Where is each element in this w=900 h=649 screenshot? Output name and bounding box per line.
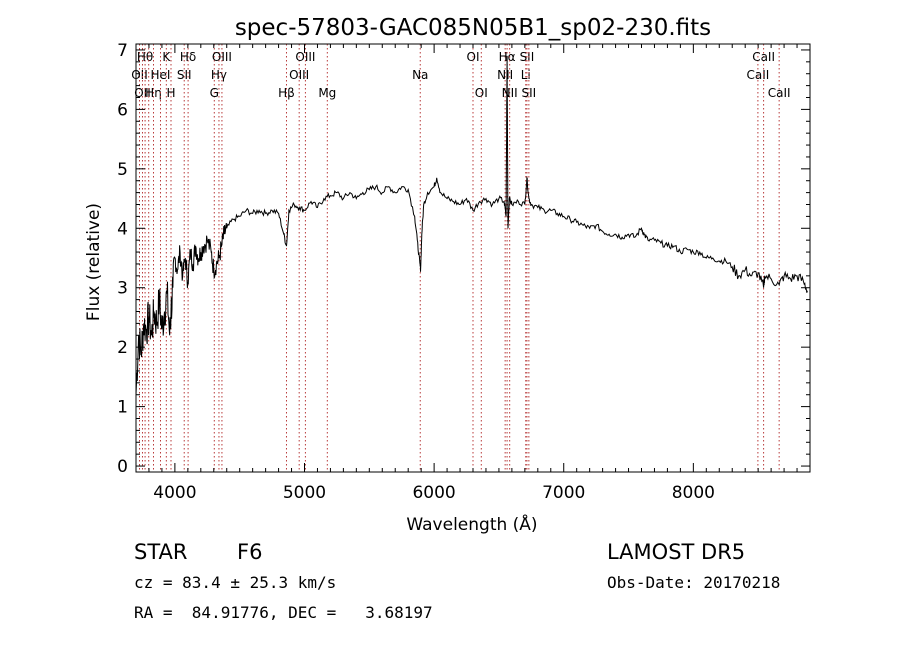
spectral-line-label: OIII: [212, 50, 232, 64]
spectral-line-label: SII: [520, 50, 535, 64]
y-axis: 0 1 2 3 4 5 6 7: [117, 41, 810, 477]
spectral-line-label: H: [166, 86, 175, 100]
spectral-line-label: NII: [497, 68, 513, 82]
spectral-line-label: OI: [467, 50, 480, 64]
y-tick-label: 3: [117, 279, 128, 299]
observation-date: Obs-Date: 20170218: [607, 573, 781, 592]
x-tick-label: 8000: [672, 483, 715, 503]
spectral-line-label: Hβ: [278, 86, 295, 100]
y-tick-label: 1: [117, 398, 128, 418]
survey-name: LAMOST DR5: [607, 540, 746, 564]
spectral-line-label: HeI: [151, 68, 171, 82]
redshift-velocity: cz = 83.4 ± 25.3 km/s: [134, 573, 337, 592]
spectral-line-label: CaII: [768, 86, 791, 100]
spectral-line-label: OIII: [289, 68, 309, 82]
y-tick-label: 6: [117, 100, 128, 120]
spectral-line-label: K: [162, 50, 171, 64]
y-tick-label: 0: [117, 457, 128, 477]
spectral-line-label: OII: [131, 68, 148, 82]
y-tick-label: 5: [117, 160, 128, 180]
sky-coordinates: RA = 84.91776, DEC = 3.68197: [134, 603, 433, 622]
y-axis-label: Flux (relative): [84, 203, 104, 321]
x-tick-label: 4000: [153, 483, 196, 503]
spectrum-line: [135, 55, 808, 395]
spectral-line-label: CaII: [752, 50, 775, 64]
object-subclass: F6: [237, 540, 263, 564]
spectral-line-label: SII: [522, 86, 537, 100]
spectral-line-label: Mg: [318, 86, 336, 100]
y-tick-label: 2: [117, 338, 128, 358]
y-tick-label: 7: [117, 41, 128, 61]
spectral-line-label: OI: [475, 86, 488, 100]
spectral-line-label: NII: [502, 86, 518, 100]
spectral-line-label: OII: [134, 86, 151, 100]
spectral-line-label: CaII: [746, 68, 769, 82]
spectral-line-label: Hγ: [211, 68, 227, 82]
x-axis: 4000 5000 6000 7000 8000: [135, 44, 811, 503]
chart-title: spec-57803-GAC085N05B1_sp02-230.fits: [235, 15, 711, 41]
x-axis-label: Wavelength (Å): [406, 513, 537, 535]
spectral-line-label: OIII: [295, 50, 315, 64]
spectral-line-label: Li: [521, 68, 531, 82]
x-tick-label: 6000: [412, 483, 455, 503]
spectral-line-label: Na: [412, 68, 428, 82]
object-class: STAR: [134, 540, 188, 564]
spectral-line-label: Hδ: [180, 50, 196, 64]
spectral-line-label: G: [210, 86, 219, 100]
spectral-line-markers: OIIOIIHθHηHeIKHSIIHδGHγOIIIHβOIIIOIIIMgN…: [131, 44, 791, 472]
y-tick-label: 4: [117, 219, 128, 239]
spectral-line-label: Hη: [145, 86, 162, 100]
spectral-line-label: SII: [177, 68, 192, 82]
x-tick-label: 5000: [283, 483, 326, 503]
x-tick-label: 7000: [542, 483, 585, 503]
